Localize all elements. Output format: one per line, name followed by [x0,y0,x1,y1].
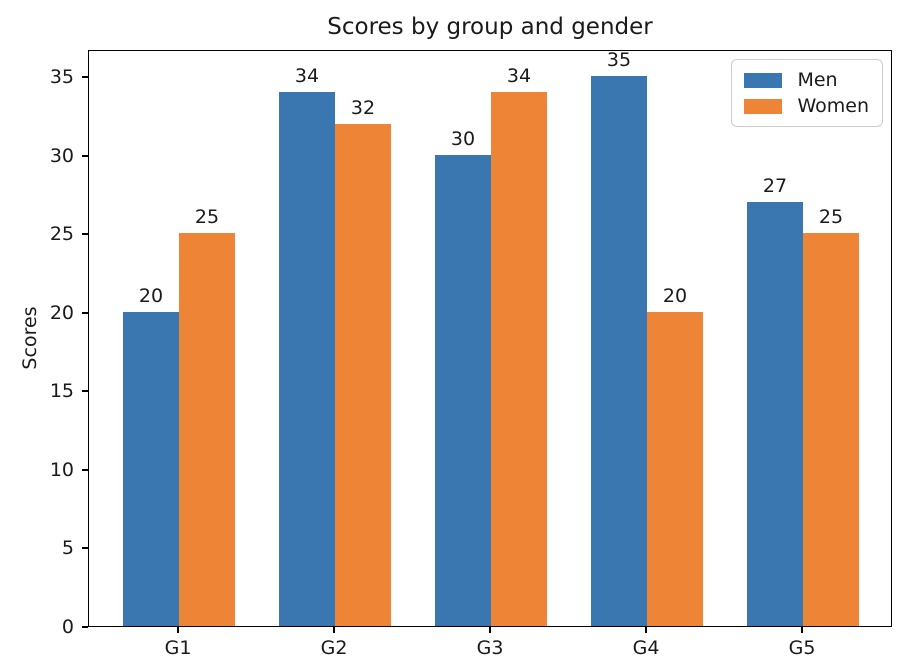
bar-women-g2 [335,123,391,626]
y-tick-mark [82,311,88,314]
bar-value-women-g1: 25 [194,206,220,229]
x-tick-mark [489,627,491,633]
legend-label: Men [797,69,838,91]
chart-title: Scores by group and gender [327,14,653,40]
legend-label: Women [797,95,869,117]
bar-value-men-g3: 30 [450,127,476,150]
bar-men-g1 [123,312,179,626]
y-tick-label: 30 [49,144,74,167]
bar-value-women-g2: 32 [350,96,376,119]
x-tick-label: G4 [632,637,660,659]
y-tick-label: 20 [49,301,74,324]
bar-value-men-g4: 35 [606,49,632,72]
x-tick-label: G5 [788,637,816,659]
y-tick-mark [82,547,88,550]
x-tick-label: G1 [164,637,192,659]
bar-men-g4 [591,76,647,626]
bar-men-g2 [279,92,335,626]
bar-value-women-g5: 25 [818,206,844,229]
y-tick-mark [82,390,88,393]
legend-swatch-men [744,72,783,88]
y-tick-label: 35 [49,66,74,89]
bar-men-g5 [747,202,803,626]
y-tick-label: 15 [49,380,74,403]
x-tick-mark [333,627,335,633]
y-tick-mark [82,233,88,236]
legend-swatch-women [744,98,783,114]
bar-men-g3 [435,154,491,626]
bar-value-men-g2: 34 [294,65,320,88]
bar-value-men-g5: 27 [762,175,788,198]
y-tick-label: 0 [61,616,74,638]
bar-value-women-g3: 34 [506,65,532,88]
y-tick-mark [82,76,88,79]
x-tick-mark [645,627,647,633]
bar-women-g1 [179,233,235,626]
y-tick-mark [82,154,88,157]
y-tick-mark [82,626,88,628]
y-tick-label: 25 [49,223,74,246]
y-tick-mark [82,468,88,471]
bar-women-g4 [647,312,703,626]
legend-item-women: Women [744,93,869,119]
x-tick-mark [177,627,179,633]
legend-item-men: Men [744,67,869,93]
x-tick-mark [801,627,803,633]
bar-women-g5 [803,233,859,626]
y-tick-label: 5 [61,537,74,560]
x-tick-label: G3 [476,637,504,659]
y-tick-label: 10 [49,458,74,481]
x-tick-label: G2 [320,637,348,659]
bar-value-men-g1: 20 [138,285,164,307]
legend: Men Women [731,59,883,127]
plot-area: Men Women 20 25 34 32 30 34 35 20 27 25 [88,49,892,627]
bar-women-g3 [491,92,547,626]
bar-value-women-g4: 20 [662,285,688,307]
